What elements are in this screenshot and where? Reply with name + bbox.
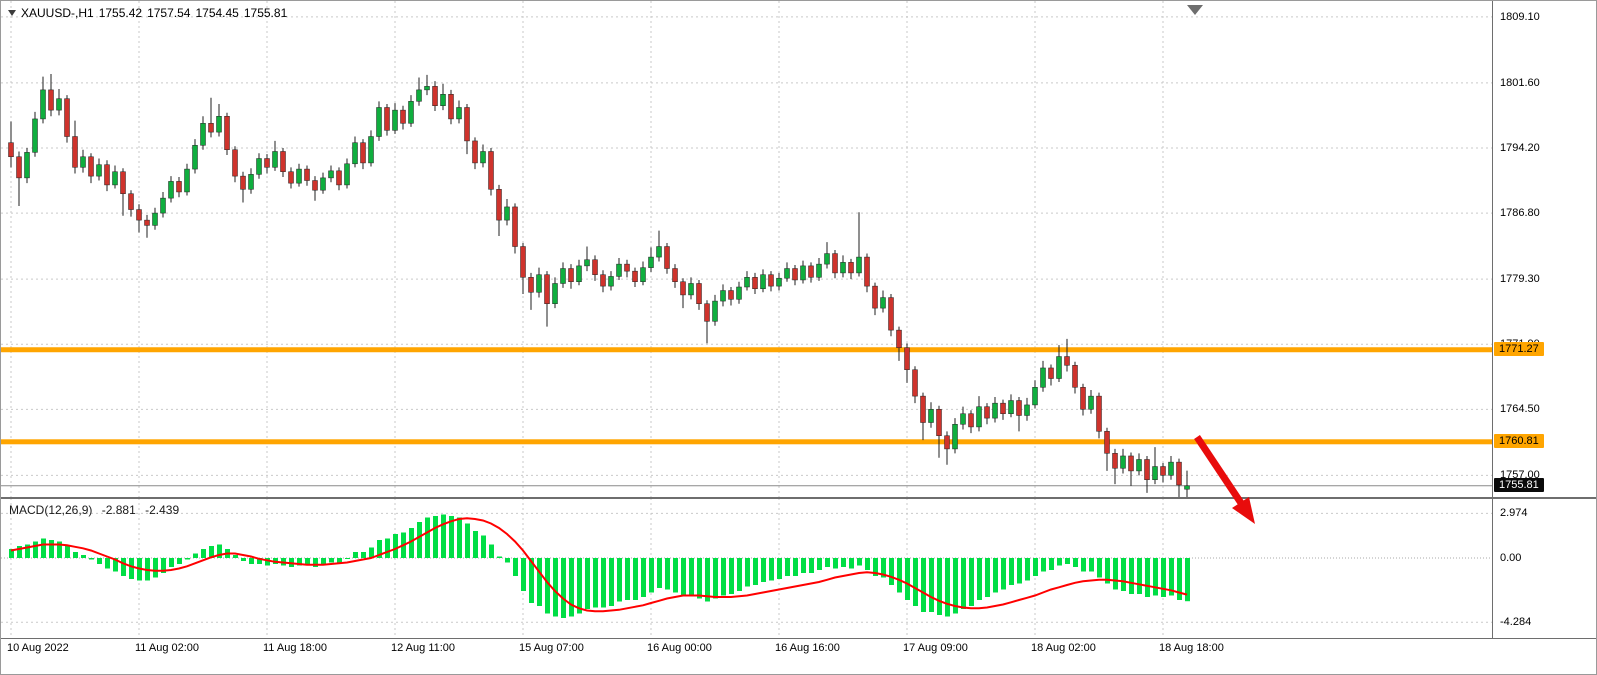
time-tick-label: 11 Aug 02:00: [135, 642, 200, 654]
price-tick-label: 1764.50: [1500, 403, 1540, 416]
hline-price-tag: 1771.27: [1494, 341, 1544, 356]
macd-signal-value: -2.439: [145, 503, 180, 517]
macd-tick-label: 2.974: [1500, 507, 1528, 520]
time-tick-label: 17 Aug 09:00: [903, 642, 968, 654]
macd-indicator-label: MACD(12,26,9) -2.881 -2.439: [9, 503, 185, 517]
macd-tick-label: -4.284: [1500, 616, 1532, 629]
time-tick-label: 16 Aug 16:00: [775, 642, 840, 654]
price-tick-label: 1779.30: [1500, 273, 1540, 286]
macd-value: -2.881: [101, 503, 136, 517]
time-tick-label: 11 Aug 18:00: [263, 642, 328, 654]
macd-tick-label: 0.00: [1500, 552, 1522, 564]
main-chart-canvas[interactable]: [1, 1, 1492, 498]
chart-shift-marker-icon[interactable]: [1187, 5, 1203, 15]
time-axis[interactable]: 10 Aug 2022 11 Aug 02:00 11 Aug 18:00 12 Au…: [1, 642, 1492, 664]
hline-price-tag: 1760.81: [1494, 433, 1544, 448]
macd-indicator-canvas[interactable]: [1, 498, 1492, 638]
quote-high: 1757.54: [147, 6, 191, 20]
time-axis-separator: [1, 638, 1596, 639]
quote-low: 1754.45: [195, 6, 239, 20]
macd-histogram: [9, 514, 1190, 618]
horizontal-line-object[interactable]: [1, 439, 1492, 445]
macd-name: MACD(12,26,9): [9, 503, 93, 517]
time-tick-label: 15 Aug 07:00: [519, 642, 584, 654]
quote-close: 1755.81: [243, 6, 288, 20]
symbol-period-label: XAUUSD-,H1: [21, 6, 94, 20]
price-axis[interactable]: 1809.10 1801.60 1794.20 1786.80 1779.30 1771.…: [1492, 1, 1596, 638]
symbol-header: XAUUSD-,H1 1755.42 1757.54 1754.45 1755.…: [8, 6, 287, 20]
time-tick-label: 16 Aug 00:00: [647, 642, 712, 654]
time-tick-label: 18 Aug 02:00: [1031, 642, 1096, 654]
symbol-dropdown-icon: [8, 10, 16, 16]
time-tick-label: 10 Aug 2022: [7, 642, 69, 654]
time-tick-label: 18 Aug 18:00: [1159, 642, 1224, 654]
quote-open: 1755.42: [98, 6, 143, 20]
current-price-tag: 1755.81: [1494, 477, 1544, 492]
panel-splitter[interactable]: [1, 497, 1596, 499]
price-tick-label: 1794.20: [1500, 141, 1540, 154]
main-grid: [1, 1, 1492, 498]
time-tick-label: 12 Aug 11:00: [391, 642, 456, 654]
price-tick-label: 1809.10: [1500, 10, 1540, 23]
candlesticks: [8, 74, 1190, 498]
price-tick-label: 1801.60: [1500, 76, 1540, 89]
horizontal-line-object[interactable]: [1, 347, 1492, 353]
price-tick-label: 1786.80: [1500, 207, 1540, 220]
macd-signal-line: [10, 517, 1188, 613]
